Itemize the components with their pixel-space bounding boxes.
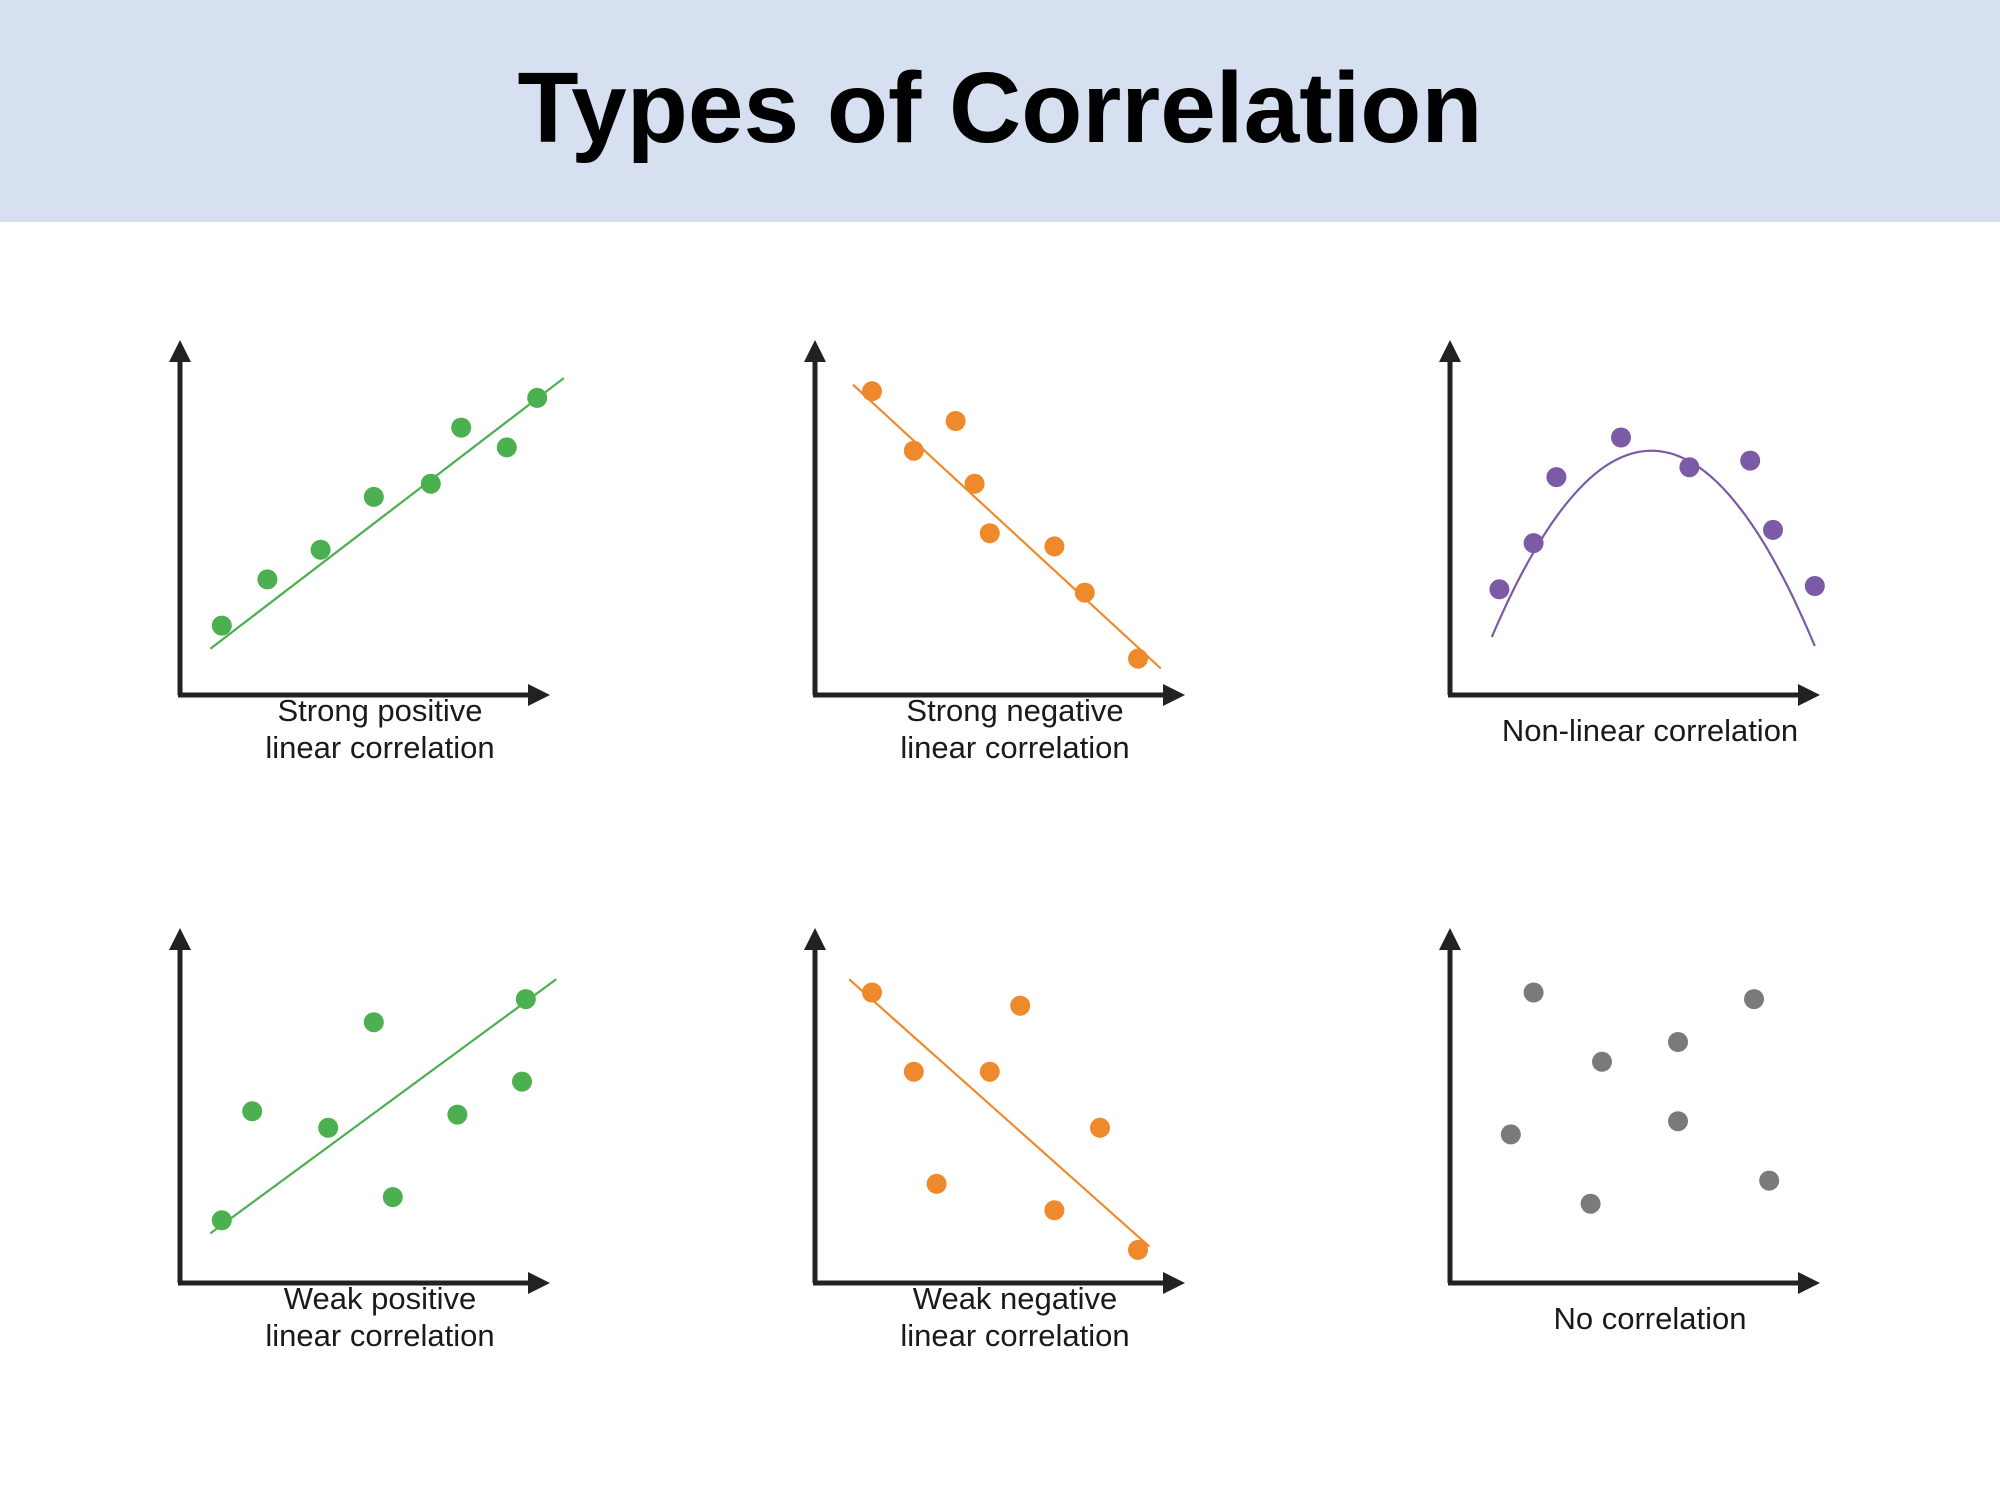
data-point xyxy=(363,1012,384,1033)
data-point xyxy=(1500,1124,1521,1145)
data-point xyxy=(1611,427,1631,448)
chart-caption: Weak negative linear correlation xyxy=(735,1280,1295,1354)
data-point xyxy=(1744,989,1764,1010)
data-point xyxy=(1523,533,1544,554)
chart-caption: Strong negative linear correlation xyxy=(735,692,1295,766)
x-axis-arrow-icon xyxy=(1163,684,1185,706)
y-axis-arrow-icon xyxy=(804,340,826,362)
data-point xyxy=(862,982,882,1003)
data-point xyxy=(1740,450,1761,471)
scatter-plot xyxy=(169,340,565,706)
caption-line: linear correlation xyxy=(265,1318,495,1353)
chart-caption: No correlation xyxy=(1370,1300,1930,1337)
data-point xyxy=(1668,1111,1688,1132)
trend-line xyxy=(848,978,1151,1248)
y-axis-arrow-icon xyxy=(1439,928,1461,950)
data-point xyxy=(1679,457,1700,478)
scatter-plot xyxy=(1439,340,1825,706)
data-point xyxy=(515,989,536,1010)
x-axis-arrow-icon xyxy=(1163,1272,1185,1294)
trend-curve xyxy=(1490,449,1816,647)
data-point xyxy=(318,1117,339,1138)
caption-line: No correlation xyxy=(1553,1301,1747,1336)
data-point xyxy=(862,381,882,402)
data-point xyxy=(310,539,331,560)
data-point xyxy=(1668,1032,1688,1052)
data-point xyxy=(363,486,384,507)
caption-line: Weak negative xyxy=(912,1281,1118,1316)
correlation-chart-1: Strong positive linear correlation xyxy=(100,300,660,860)
caption-line: Weak positive xyxy=(283,1281,477,1316)
data-point xyxy=(1044,536,1065,557)
chart-caption: Non-linear correlation xyxy=(1370,712,1930,749)
y-axis-arrow-icon xyxy=(169,340,191,362)
data-point xyxy=(979,1061,1000,1082)
data-point xyxy=(420,473,441,494)
caption-line: linear correlation xyxy=(900,1318,1130,1353)
correlation-chart-6: No correlation xyxy=(1370,888,1930,1448)
y-axis-arrow-icon xyxy=(169,928,191,950)
page-title: Types of Correlation xyxy=(517,52,1483,164)
y-axis-arrow-icon xyxy=(1439,340,1461,362)
data-point xyxy=(1523,982,1544,1003)
y-axis-arrow-icon xyxy=(804,928,826,950)
data-point xyxy=(903,1061,924,1082)
scatter-plot xyxy=(804,928,1185,1294)
trend-line xyxy=(209,377,565,650)
trend-line xyxy=(852,383,1162,670)
caption-line: Non-linear correlation xyxy=(1501,713,1799,748)
data-point xyxy=(1763,519,1783,540)
correlation-chart-3: Non-linear correlation xyxy=(1370,300,1930,860)
data-point xyxy=(903,440,924,461)
caption-line: linear correlation xyxy=(900,730,1130,765)
chart-caption: Strong positive linear correlation xyxy=(100,692,660,766)
caption-line: Strong positive xyxy=(277,693,483,728)
data-point xyxy=(1128,648,1148,669)
data-point xyxy=(1090,1117,1110,1138)
data-point xyxy=(1074,582,1095,603)
data-point xyxy=(945,411,966,431)
data-point xyxy=(1044,1200,1065,1221)
chart-caption: Weak positive linear correlation xyxy=(100,1280,660,1354)
data-point xyxy=(527,387,548,408)
correlation-chart-4: Weak positive linear correlation xyxy=(100,888,660,1448)
scatter-plot xyxy=(169,928,557,1294)
data-point xyxy=(979,523,1000,544)
caption-line: linear correlation xyxy=(265,730,495,765)
x-axis-arrow-icon xyxy=(1798,1272,1820,1294)
data-point xyxy=(1804,576,1825,596)
data-point xyxy=(451,417,472,438)
data-point xyxy=(496,437,517,458)
data-point xyxy=(257,569,278,590)
data-point xyxy=(964,473,985,494)
data-point xyxy=(242,1101,263,1122)
data-point xyxy=(211,615,232,636)
data-point xyxy=(512,1071,532,1092)
correlation-chart-2: Strong negative linear correlation xyxy=(735,300,1295,860)
scatter-plot xyxy=(804,340,1185,706)
data-point xyxy=(211,1210,232,1231)
x-axis-arrow-icon xyxy=(1798,684,1820,706)
data-point xyxy=(382,1187,403,1208)
data-point xyxy=(447,1104,468,1125)
data-point xyxy=(1592,1051,1612,1072)
data-point xyxy=(1580,1193,1601,1214)
data-point xyxy=(1759,1170,1780,1191)
correlation-chart-5: Weak negative linear correlation xyxy=(735,888,1295,1448)
caption-line: Strong negative xyxy=(906,693,1124,728)
scatter-plot xyxy=(1439,928,1820,1294)
data-point xyxy=(1546,467,1567,488)
data-point xyxy=(1010,995,1031,1016)
data-point xyxy=(1489,579,1510,600)
x-axis-arrow-icon xyxy=(528,1272,550,1294)
title-banner: Types of Correlation xyxy=(0,0,2000,222)
trend-line xyxy=(209,978,557,1235)
x-axis-arrow-icon xyxy=(528,684,550,706)
data-point xyxy=(926,1173,947,1194)
data-point xyxy=(1128,1239,1148,1260)
